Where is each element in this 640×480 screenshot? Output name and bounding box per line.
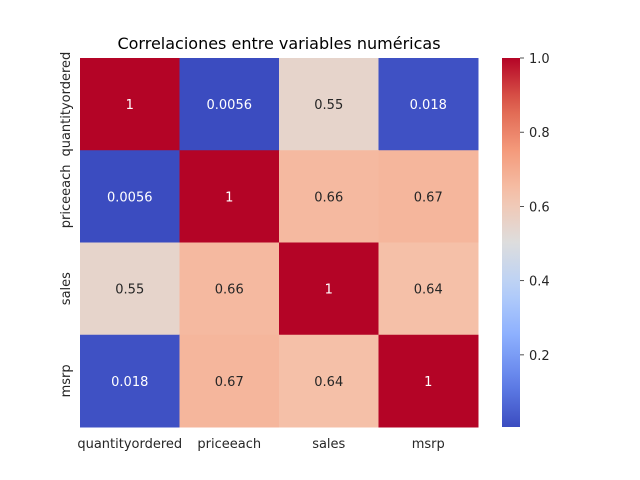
heatmap-cell-3-2: [279, 334, 379, 428]
chart-title: Correlaciones entre variables numéricas: [117, 34, 440, 53]
cell-annotation-3-0: 0.018: [111, 375, 148, 390]
y-tick-labels: quantityordered priceeach sales msrp: [59, 52, 74, 398]
x-tick-label-sales: sales: [312, 437, 345, 452]
cell-annotation-0-0: 1: [126, 98, 134, 113]
heatmap-cell-3-0: [80, 334, 180, 428]
heatmap-cell-0-0: [80, 58, 180, 151]
colorbar-ticks: 0.2 0.4 0.6 0.8 1.0: [520, 52, 550, 364]
colorbar: [502, 58, 520, 427]
cell-annotation-2-2: 1: [325, 283, 333, 298]
x-tick-label-msrp: msrp: [412, 437, 445, 452]
heatmap-cells: [80, 58, 479, 428]
cell-annotation-1-2: 0.66: [314, 190, 343, 205]
cell-annotation-3-2: 0.64: [314, 375, 343, 390]
cell-annotation-2-3: 0.64: [414, 283, 443, 298]
heatmap-cell-0-2: [279, 58, 379, 151]
heatmap-cell-0-3: [378, 58, 479, 151]
y-tick-label-msrp: msrp: [59, 364, 74, 397]
colorbar-gradient: [502, 58, 520, 427]
heatmap-cell-1-2: [279, 150, 379, 243]
heatmap-cell-2-2: [279, 242, 379, 336]
heatmap-annotations: 1 0.0056 0.55 0.018 0.0056 1 0.66 0.67 0.55 0.66 1…: [107, 98, 447, 390]
y-tick-label-priceeach: priceeach: [59, 165, 74, 229]
cell-annotation-0-2: 0.55: [314, 98, 343, 113]
y-tick-label-quantityordered: quantityordered: [59, 52, 74, 157]
heatmap-cell-0-1: [179, 58, 280, 151]
cell-annotation-2-0: 0.55: [115, 283, 144, 298]
x-tick-label-priceeach: priceeach: [197, 437, 261, 452]
heatmap-cell-3-1: [179, 334, 280, 428]
heatmap-cell-2-1: [179, 242, 280, 336]
cell-annotation-1-0: 0.0056: [107, 190, 153, 205]
cell-annotation-1-1: 1: [225, 190, 233, 205]
cell-annotation-1-3: 0.67: [414, 190, 443, 205]
heatmap-cell-1-0: [80, 150, 180, 243]
heatmap-cell-2-3: [378, 242, 479, 336]
y-tick-label-sales: sales: [59, 272, 74, 305]
heatmap-cell-1-3: [378, 150, 479, 243]
cell-annotation-0-1: 0.0056: [207, 98, 253, 113]
cell-annotation-3-3: 1: [424, 375, 432, 390]
heatmap-cell-3-3: [378, 334, 479, 428]
cell-annotation-0-3: 0.018: [410, 98, 447, 113]
colorbar-tick-label-4: 1.0: [529, 52, 550, 67]
colorbar-tick-label-0: 0.2: [529, 349, 550, 364]
heatmap-cell-2-0: [80, 242, 180, 336]
x-tick-label-quantityordered: quantityordered: [77, 437, 182, 452]
cell-annotation-3-1: 0.67: [215, 375, 244, 390]
colorbar-tick-label-3: 0.8: [529, 126, 550, 141]
heatmap-cell-1-1: [179, 150, 280, 243]
colorbar-tick-label-2: 0.6: [529, 200, 550, 215]
colorbar-tick-label-1: 0.4: [529, 275, 550, 290]
x-tick-labels: quantityordered priceeach sales msrp: [77, 437, 444, 452]
cell-annotation-2-1: 0.66: [215, 283, 244, 298]
